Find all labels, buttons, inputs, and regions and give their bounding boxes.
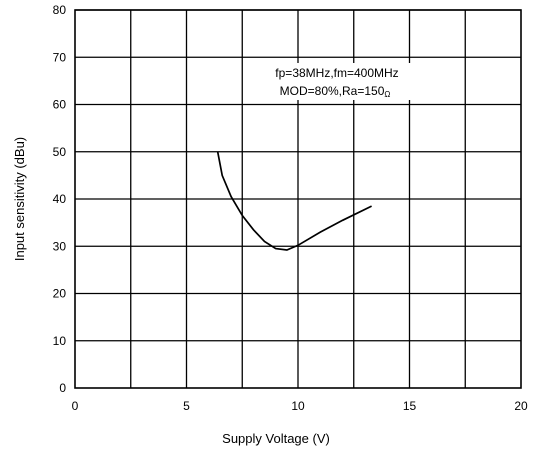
data-line <box>216 151 372 251</box>
y-tick-label: 80 <box>53 3 67 17</box>
x-tick-label: 0 <box>72 399 79 413</box>
y-tick-label: 50 <box>53 145 67 159</box>
annotation-line2-main: MOD=80%,Ra=150 <box>280 84 385 98</box>
y-tick-label: 20 <box>53 287 67 301</box>
y-tick-label: 30 <box>53 239 67 253</box>
annotation-line2-sub: Ω <box>384 90 390 99</box>
x-tick-label: 5 <box>183 399 190 413</box>
y-tick-label: 10 <box>53 334 67 348</box>
y-tick-label: 60 <box>53 98 67 112</box>
x-tick-label: 20 <box>514 399 528 413</box>
y-axis-title: Input sensitivity (dBu) <box>12 137 27 261</box>
x-tick-label: 10 <box>291 399 305 413</box>
y-tick-labels: 0 10 20 30 40 50 60 70 80 <box>53 3 67 395</box>
y-tick-label: 70 <box>53 50 67 64</box>
x-tick-labels: 0 5 10 15 20 <box>72 399 528 413</box>
plot-frame <box>74 9 522 389</box>
y-tick-label: 40 <box>53 192 67 206</box>
x-tick-label: 15 <box>403 399 417 413</box>
y-tick-label: 0 <box>59 381 66 395</box>
annotation-line1: fp=38MHz,fm=400MHz <box>275 66 398 80</box>
annotation-box <box>248 63 438 100</box>
x-axis-title: Supply Voltage (V) <box>222 431 330 446</box>
annotation-line2: MOD=80%,Ra=150Ω <box>280 84 391 99</box>
